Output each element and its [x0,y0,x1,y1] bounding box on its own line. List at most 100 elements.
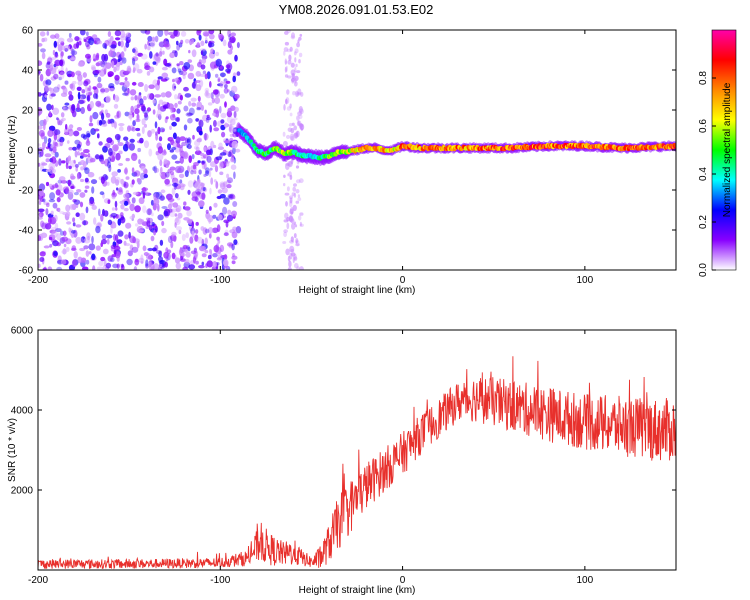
noise-blob [204,109,207,115]
noise-blob [80,159,86,166]
noise-blob [59,119,64,124]
noise-blob [161,206,168,209]
noise-blob [104,109,109,115]
noise-blob [183,124,188,131]
noise-blob [171,67,177,74]
noise-blob [196,30,201,36]
noise-blob [53,86,60,93]
noise-blob [113,66,117,73]
noise-blob [50,57,57,61]
colorbar-tick-label: 0.8 [698,71,709,85]
noise-blob [38,43,43,47]
noise-blob [107,255,113,262]
noise-blob [138,95,142,100]
noise-blob [216,224,221,233]
noise-blob [53,40,57,48]
noise-blob [290,127,295,134]
noise-blob [79,247,86,252]
noise-blob [293,233,297,239]
noise-blob [286,217,290,222]
noise-blob [85,140,91,147]
noise-blob [95,154,100,160]
noise-blob [79,201,84,208]
noise-blob [285,65,288,72]
noise-blob [38,211,44,218]
noise-blob [120,40,124,48]
noise-blob [222,206,228,215]
noise-blob [208,30,215,35]
noise-blob [120,203,125,210]
noise-blob [207,214,214,223]
noise-blob [225,161,230,167]
noise-blob [47,137,52,144]
noise-blob [42,267,47,270]
noise-blob [97,40,103,45]
noise-blob [64,102,70,106]
noise-blob [204,132,207,141]
noise-blob [88,243,96,251]
noise-blob [62,105,66,110]
noise-blob [143,96,147,101]
noise-blob [86,31,89,37]
noise-blob [181,141,187,147]
noise-blob [223,160,231,164]
y-tick-label: 0 [27,146,33,157]
noise-blob [229,133,235,137]
noise-blob [196,188,200,197]
noise-blob [62,106,69,112]
noise-blob [163,158,168,164]
noise-blob [284,30,289,35]
noise-blob [284,192,290,196]
noise-blob [115,63,120,71]
noise-blob [300,127,303,131]
noise-blob [200,104,204,111]
noise-blob [88,122,94,127]
noise-blob [117,218,122,226]
noise-blob [121,263,124,268]
noise-blob [146,71,151,76]
noise-blob [190,170,195,175]
noise-blob [231,231,238,239]
noise-blob [178,70,184,76]
noise-blob [132,236,137,244]
noise-blob [191,49,197,58]
noise-blob [74,150,78,158]
noise-blob [124,234,129,240]
noise-blob [288,195,294,200]
noise-blob [77,61,84,67]
noise-blob [150,128,156,134]
noise-blob [56,197,61,203]
noise-blob [105,112,111,118]
noise-blob [66,156,71,165]
noise-blob [288,54,292,61]
noise-blob [226,184,232,189]
noise-blob [108,87,115,92]
noise-blob [180,31,187,37]
noise-blob [145,217,151,221]
noise-blob [213,202,218,208]
noise-blob [212,253,218,258]
noise-blob [65,211,71,217]
noise-blob [101,112,105,121]
noise-blob [45,79,52,86]
noise-blob [88,37,95,46]
noise-blob [299,266,304,270]
noise-blob [59,71,65,80]
y-tick-label: -60 [19,266,34,277]
noise-blob [48,216,52,225]
noise-blob [57,134,61,141]
noise-blob [293,221,297,225]
noise-blob [68,125,73,132]
noise-blob [215,156,222,161]
noise-blob [69,57,76,61]
noise-blob [174,193,179,199]
noise-blob [296,130,300,137]
noise-blob [284,66,287,73]
noise-blob [69,83,74,89]
noise-blob [205,167,210,175]
noise-blob [71,185,76,190]
noise-blob [288,200,293,208]
noise-blob [150,235,155,242]
noise-blob [227,209,232,215]
